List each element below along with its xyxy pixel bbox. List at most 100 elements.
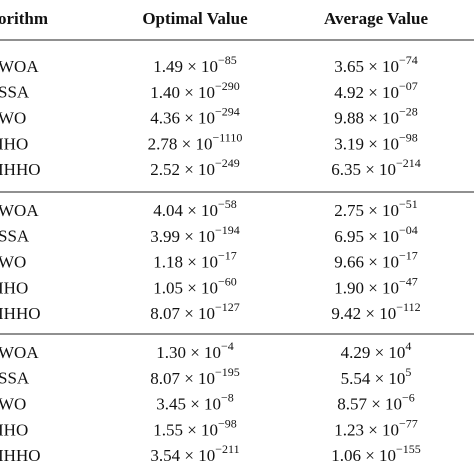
exponent: −17: [218, 248, 237, 262]
average-cell: 6.35 × 10−214: [331, 156, 421, 179]
optimal-cell: 3.45 × 10−8: [156, 390, 234, 413]
mantissa: 1.23 × 10: [334, 420, 399, 439]
exponent: −58: [218, 197, 237, 211]
algorithm-cell: IHHO: [0, 304, 41, 323]
mantissa: 5.54 × 10: [341, 369, 406, 388]
exponent: −98: [399, 130, 418, 144]
mantissa: 9.42 × 10: [331, 304, 396, 323]
mantissa: 3.99 × 10: [150, 227, 215, 246]
mantissa: 2.52 × 10: [150, 160, 215, 179]
header-cell: orithm: [0, 9, 48, 28]
average-cell: 9.88 × 10−28: [334, 104, 418, 127]
mantissa: 6.35 × 10: [331, 160, 396, 179]
optimal-cell: 1.40 × 10−290: [150, 79, 240, 102]
optimal-cell: 2.52 × 10−249: [150, 156, 240, 179]
average-cell: 4.92 × 10−07: [334, 79, 418, 102]
average-cell: 1.90 × 10−47: [334, 274, 418, 297]
exponent: −60: [218, 274, 237, 288]
algorithm-cell: WO: [0, 395, 26, 414]
exponent: 4: [405, 339, 411, 353]
average-cell: 1.06 × 10−155: [331, 442, 421, 465]
exponent: −155: [396, 442, 421, 456]
algorithm-cell: WOA: [0, 57, 39, 76]
mantissa: 9.88 × 10: [334, 109, 399, 128]
average-cell: 6.95 × 10−04: [334, 223, 418, 246]
mantissa: 3.54 × 10: [150, 446, 215, 465]
average-cell: 3.65 × 10−74: [334, 53, 418, 76]
mantissa: 1.06 × 10: [331, 446, 396, 465]
mantissa: 3.45 × 10: [156, 395, 221, 414]
optimal-cell: 1.55 × 10−98: [153, 416, 237, 439]
exponent: −17: [399, 248, 418, 262]
exponent: −8: [221, 390, 234, 404]
mantissa: 4.29 × 10: [341, 343, 406, 362]
mantissa: 1.55 × 10: [153, 420, 218, 439]
mantissa: 8.57 × 10: [337, 395, 402, 414]
algorithm-cell: SSA: [0, 227, 30, 246]
average-cell: 1.23 × 10−77: [334, 416, 418, 439]
mantissa: 4.04 × 10: [153, 201, 218, 220]
exponent: −74: [399, 53, 418, 67]
average-cell: 5.54 × 105: [341, 365, 412, 388]
mantissa: 2.75 × 10: [334, 201, 399, 220]
exponent: −04: [399, 223, 418, 237]
exponent: −195: [215, 365, 240, 379]
exponent: −51: [399, 197, 418, 211]
optimal-cell: 3.54 × 10−211: [150, 442, 239, 465]
algorithm-cell: IHHO: [0, 446, 41, 465]
mantissa: 3.65 × 10: [334, 57, 399, 76]
mantissa: 2.78 × 10: [148, 134, 213, 153]
header-cell: Average Value: [324, 9, 428, 28]
optimal-cell: 8.07 × 10−127: [150, 300, 240, 323]
exponent: −4: [221, 339, 234, 353]
average-cell: 3.19 × 10−98: [334, 130, 418, 153]
optimal-cell: 3.99 × 10−194: [150, 223, 240, 246]
exponent: −249: [215, 156, 240, 170]
average-cell: 9.42 × 10−112: [331, 300, 420, 323]
optimal-cell: 1.49 × 10−85: [153, 53, 237, 76]
exponent: −07: [399, 79, 418, 93]
exponent: −98: [218, 416, 237, 430]
mantissa: 8.07 × 10: [150, 369, 215, 388]
average-cell: 2.75 × 10−51: [334, 197, 418, 220]
exponent: −214: [396, 156, 421, 170]
exponent: −294: [215, 104, 240, 118]
optimal-cell: 8.07 × 10−195: [150, 365, 240, 388]
mantissa: 1.30 × 10: [156, 343, 221, 362]
mantissa: 9.66 × 10: [334, 253, 399, 272]
exponent: −194: [215, 223, 240, 237]
average-cell: 4.29 × 104: [341, 339, 412, 362]
algorithm-cell: IHO: [0, 420, 28, 439]
optimal-cell: 2.78 × 10−1110: [148, 130, 243, 153]
exponent: −1110: [212, 130, 242, 144]
mantissa: 1.05 × 10: [153, 278, 218, 297]
algorithm-cell: WO: [0, 253, 26, 272]
optimal-cell: 1.05 × 10−60: [153, 274, 237, 297]
mantissa: 8.07 × 10: [150, 304, 215, 323]
mantissa: 1.40 × 10: [150, 83, 215, 102]
mantissa: 1.90 × 10: [334, 278, 399, 297]
exponent: −290: [215, 79, 240, 93]
optimal-cell: 4.36 × 10−294: [150, 104, 240, 127]
mantissa: 6.95 × 10: [334, 227, 399, 246]
exponent: −6: [402, 390, 415, 404]
mantissa: 1.49 × 10: [153, 57, 218, 76]
average-cell: 9.66 × 10−17: [334, 248, 418, 271]
optimal-cell: 1.30 × 10−4: [156, 339, 234, 362]
exponent: −77: [399, 416, 418, 430]
mantissa: 1.18 × 10: [153, 253, 218, 272]
algorithm-cell: WOA: [0, 343, 39, 362]
algorithm-cell: IHHO: [0, 160, 41, 179]
algorithm-cell: SSA: [0, 369, 30, 388]
algorithm-cell: IHO: [0, 278, 28, 297]
mantissa: 4.92 × 10: [334, 83, 399, 102]
exponent: −127: [215, 300, 240, 314]
exponent: −47: [399, 274, 418, 288]
algorithm-cell: WO: [0, 109, 26, 128]
algorithm-cell: WOA: [0, 201, 39, 220]
exponent: −28: [399, 104, 418, 118]
optimal-cell: 4.04 × 10−58: [153, 197, 237, 220]
average-cell: 8.57 × 10−6: [337, 390, 415, 413]
exponent: −112: [396, 300, 420, 314]
